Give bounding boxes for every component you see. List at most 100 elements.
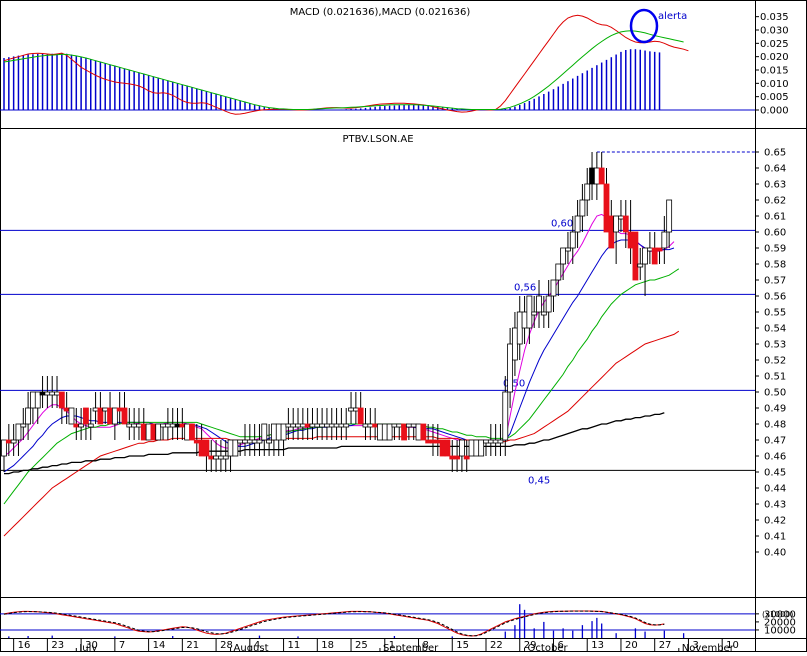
macd-histogram [0, 49, 755, 111]
macd-tick-label: 0.020 [760, 52, 789, 63]
candle-body [261, 423, 268, 441]
candle-body [584, 183, 591, 201]
candle-body [627, 231, 634, 249]
x-day-label: 14 [153, 640, 166, 651]
candle-body [386, 423, 393, 441]
candle-body [642, 247, 648, 265]
price-tick-label: 0.52 [764, 356, 786, 367]
candle-body [136, 423, 142, 428]
candle-body [10, 439, 17, 444]
candle-body [208, 455, 215, 460]
moving-average-line [4, 412, 665, 475]
price-tick-label: 0.46 [764, 452, 786, 463]
candle-body [299, 423, 306, 428]
volume-signal-line [3, 610, 665, 637]
candle-body [49, 391, 56, 396]
candle-body [526, 295, 533, 329]
price-tick-label: 0.41 [764, 532, 786, 543]
candle-body [63, 407, 70, 412]
candle-body [39, 391, 46, 396]
candle-body [121, 407, 128, 425]
candle-body [401, 423, 407, 441]
candle-body [608, 215, 615, 249]
candle-body [164, 423, 171, 428]
x-month-label: July [78, 643, 97, 652]
candle-body [140, 423, 147, 441]
x-day-label: 16 [18, 640, 31, 651]
x-day-label: 11 [288, 640, 301, 651]
level-label: 0,45 [528, 475, 550, 486]
candle-body [420, 423, 427, 441]
candle-body [478, 439, 485, 457]
candle-body [637, 263, 644, 268]
price-tick-label: 0.51 [764, 372, 786, 383]
candle-body [242, 439, 248, 444]
candle-body [328, 423, 335, 428]
price-tick-label: 0.57 [764, 276, 786, 287]
moving-averages [3, 213, 680, 537]
macd-tick-label: 0.030 [760, 26, 789, 37]
candle-body [78, 423, 85, 428]
candle-body [58, 391, 65, 409]
candle-body [521, 311, 528, 329]
candle-body [304, 423, 311, 428]
candle-body [333, 423, 340, 428]
candle-body [434, 439, 441, 444]
candle-body [30, 391, 36, 409]
x-day-label: 28 [220, 640, 233, 651]
level-label: 0,56 [514, 282, 536, 293]
candle-body [550, 279, 557, 297]
x-day-label: 23 [51, 640, 64, 651]
candle-body [497, 439, 504, 444]
candle-body [396, 423, 403, 428]
candle-body [512, 327, 518, 361]
candle-body [213, 455, 219, 460]
price-tick-label: 0.62 [764, 196, 786, 207]
candle-body [362, 423, 369, 428]
candle-body [97, 407, 104, 425]
candle-body [516, 311, 523, 345]
price-title: PTBV.LSON.AE [342, 134, 413, 145]
x-day-label: 25 [355, 640, 368, 651]
candle-body [73, 423, 80, 428]
candle-body [184, 423, 191, 441]
candle-body [502, 391, 509, 441]
candle-body [555, 263, 562, 281]
macd-tick-label: 0.015 [760, 66, 789, 77]
candle-body [444, 439, 451, 457]
level-label: 0,60 [551, 218, 573, 229]
candle-body [439, 439, 446, 457]
candle-body [266, 439, 273, 444]
volume-tick-label: 10000 [764, 625, 796, 636]
candle-body [116, 407, 123, 412]
candle-body [603, 183, 610, 233]
candle-body [237, 439, 244, 444]
macd-lines [3, 14, 689, 115]
price-tick-label: 0.42 [764, 516, 786, 527]
candle-body [5, 439, 12, 444]
x-day-label: 6 [557, 640, 563, 651]
candle-body [189, 423, 195, 441]
candle-body [324, 423, 330, 428]
candle-body [222, 455, 229, 460]
candle-body [574, 215, 581, 233]
candle-body [454, 455, 460, 460]
candle-body [83, 407, 89, 425]
candle-body [536, 295, 542, 313]
candle-body [343, 423, 350, 428]
candle-body [34, 391, 41, 409]
price-tick-label: 0.53 [764, 340, 786, 351]
macd-tick-label: 0.035 [760, 12, 789, 23]
candle-body [87, 423, 94, 428]
price-tick-label: 0.59 [764, 244, 786, 255]
candle-body [25, 407, 32, 425]
candle-body [203, 439, 210, 457]
candle-body [468, 439, 475, 457]
candle-body [565, 247, 571, 252]
price-tick-label: 0.47 [764, 436, 786, 447]
candle-body [367, 423, 374, 428]
